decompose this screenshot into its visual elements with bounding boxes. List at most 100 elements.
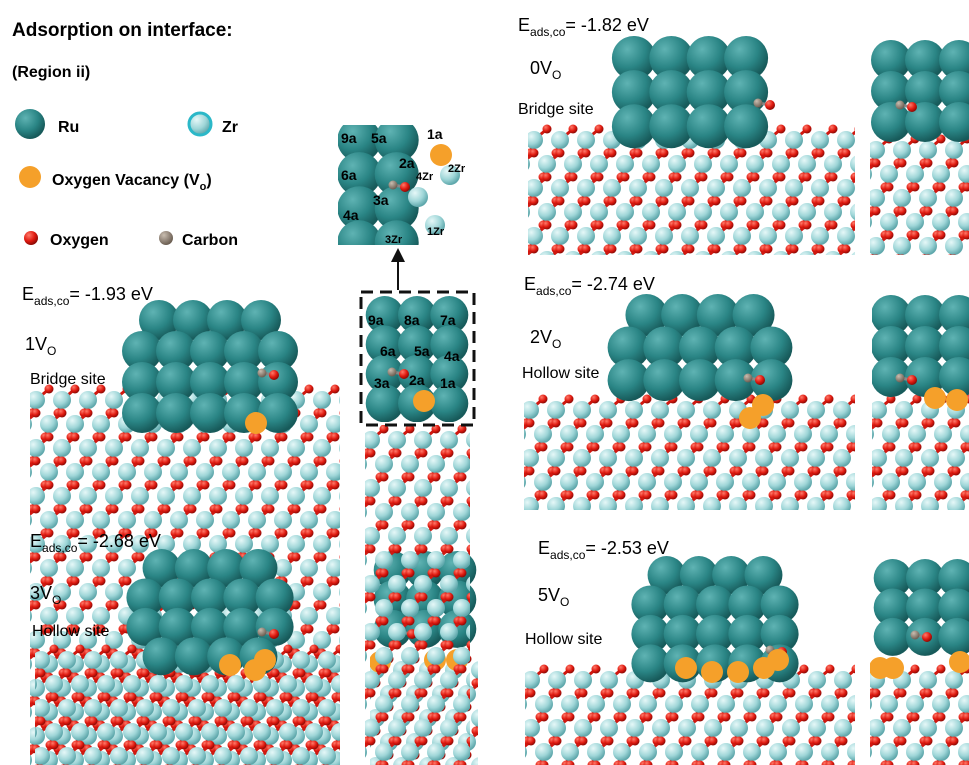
zr-atom [587,743,605,761]
zr-atom [388,623,406,641]
zr-atom [919,719,937,737]
o-atom [526,419,535,428]
zr-atom [521,497,539,515]
o-atom [860,419,869,428]
zr-atom [677,401,695,419]
o-atom [526,467,535,476]
zr-atom [136,747,154,765]
bond [344,448,348,461]
vacancy-subscript: O [52,593,61,607]
zr-atom [651,449,669,467]
zr-atom [590,251,608,269]
zr-atom [427,551,445,569]
zr-atom [854,743,872,761]
o-atom [952,467,961,476]
vacancy-subscript: O [560,595,569,609]
zr-atom [856,425,874,443]
zr-atom [690,473,708,491]
zr-atom [932,695,950,713]
zr-atom [590,155,608,173]
zr-atom [214,747,232,765]
zr-atom [717,695,735,713]
zr-atom [768,425,786,443]
o-atom [367,737,376,746]
o-atom [748,713,757,722]
o-atom [907,102,917,112]
o-atom [860,467,869,476]
o-atom [318,457,327,466]
o-atom [201,529,210,538]
o-atom [747,491,756,500]
arrow-head [391,248,405,262]
bond [517,212,521,225]
energy-symbol: E [22,284,34,304]
bond [647,260,651,273]
o-atom [790,245,799,254]
o-atom [937,183,946,192]
zr-atom [586,425,604,443]
o-atom [349,669,358,678]
o-atom [284,645,293,654]
o-atom [323,717,332,726]
zr-atom [362,719,380,737]
zr-atom [854,695,872,713]
o-atom [292,553,301,562]
o-atom [872,159,881,168]
zr-atom [326,511,344,529]
o-atom [340,649,349,658]
top-view-label: 5a [371,130,387,146]
energy-subscript: ads,co [536,284,572,298]
ru-atom [337,220,381,264]
bond [963,270,967,283]
bond [889,259,902,270]
zr-atom [958,213,969,231]
bond [354,656,358,669]
zr-atom [414,719,432,737]
o-atom [337,449,346,458]
bond [915,259,928,270]
o-atom [872,207,881,216]
o-atom [852,713,861,722]
zr-atom [440,575,458,593]
zr-atom [471,661,489,679]
zr-atom [479,647,497,665]
zr-atom [14,607,32,625]
o-atom [71,481,80,490]
o-atom [354,521,363,530]
o-atom [318,409,327,418]
o-atom [510,761,519,765]
o-atom [471,449,480,458]
zr-atom [755,449,773,467]
zr-atom [854,165,872,183]
o-atom [922,515,931,524]
vacancy [219,654,241,676]
o-atom [128,645,137,654]
zr-atom [427,647,445,665]
top-view-label: 1Zr [427,226,445,238]
zr-atom [921,449,939,467]
o-atom [500,149,509,158]
bond [359,742,363,755]
o-atom [19,625,28,634]
zr-atom [638,425,656,443]
o-atom [760,419,769,428]
o-atom [704,515,713,524]
zr-atom [414,575,432,593]
o-atom [89,669,98,678]
bond [344,592,348,605]
o-atom [19,673,28,682]
zr-atom [131,487,149,505]
zr-atom [850,203,868,221]
bond [855,164,859,177]
o-atom [240,457,249,466]
bond [348,389,361,400]
zr-atom [599,401,617,419]
o-atom [913,491,922,500]
o-atom [860,515,869,524]
zr-atom [362,623,380,641]
o-atom [530,245,539,254]
zr-atom [782,719,800,737]
bond [500,410,504,423]
bond [475,573,488,584]
cluster-view-label: 9a [368,312,384,328]
